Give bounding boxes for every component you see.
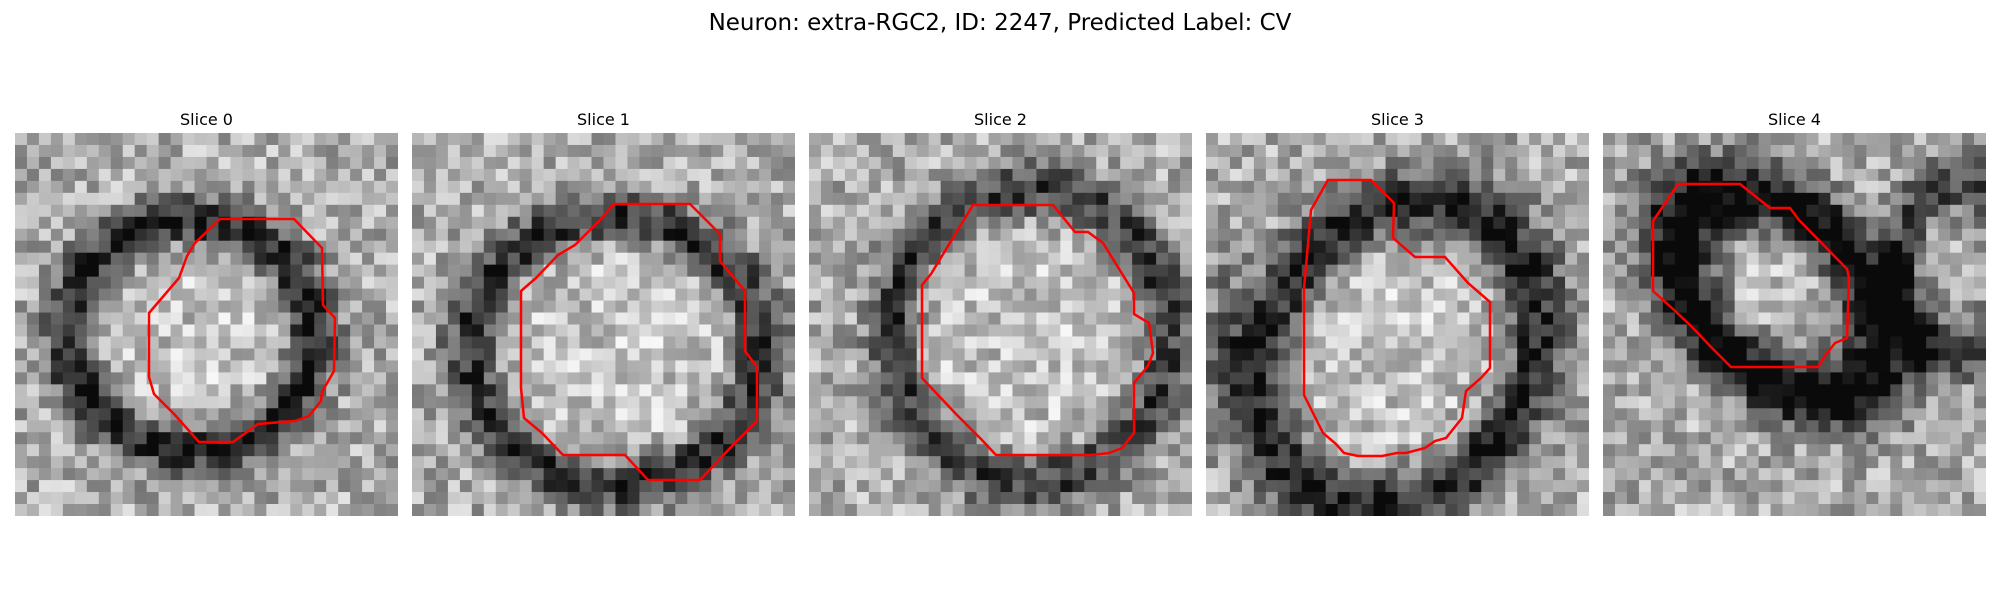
slice-title: Slice 3 (1371, 110, 1424, 129)
slice-panel-1: Slice 1 (412, 108, 795, 516)
grayscale-pixels (15, 133, 398, 516)
grayscale-pixels (809, 133, 1192, 516)
grayscale-pixels (1206, 133, 1589, 516)
segmentation-contour (147, 217, 337, 444)
slice-title: Slice 4 (1768, 110, 1821, 129)
slice-image (809, 133, 1192, 516)
segmentation-contour (1302, 178, 1492, 458)
segmentation-contour (519, 202, 759, 482)
slice-title: Slice 1 (577, 110, 630, 129)
slice-panel-2: Slice 2 (809, 108, 1192, 516)
grayscale-pixels (1603, 133, 1986, 516)
slice-title: Slice 2 (974, 110, 1027, 129)
slice-panel-0: Slice 0 (15, 108, 398, 516)
slice-image (412, 133, 795, 516)
slice-panel-3: Slice 3 (1206, 108, 1589, 516)
slice-image (15, 133, 398, 516)
figure-title: Neuron: extra-RGC2, ID: 2247, Predicted … (708, 10, 1292, 36)
slice-title: Slice 0 (180, 110, 233, 129)
grayscale-pixels (412, 133, 795, 516)
slice-image (1206, 133, 1589, 516)
segmentation-contour (920, 203, 1155, 457)
slice-panel-4: Slice 4 (1603, 108, 1986, 516)
segmentation-contour (1651, 182, 1851, 369)
slice-image (1603, 133, 1986, 516)
